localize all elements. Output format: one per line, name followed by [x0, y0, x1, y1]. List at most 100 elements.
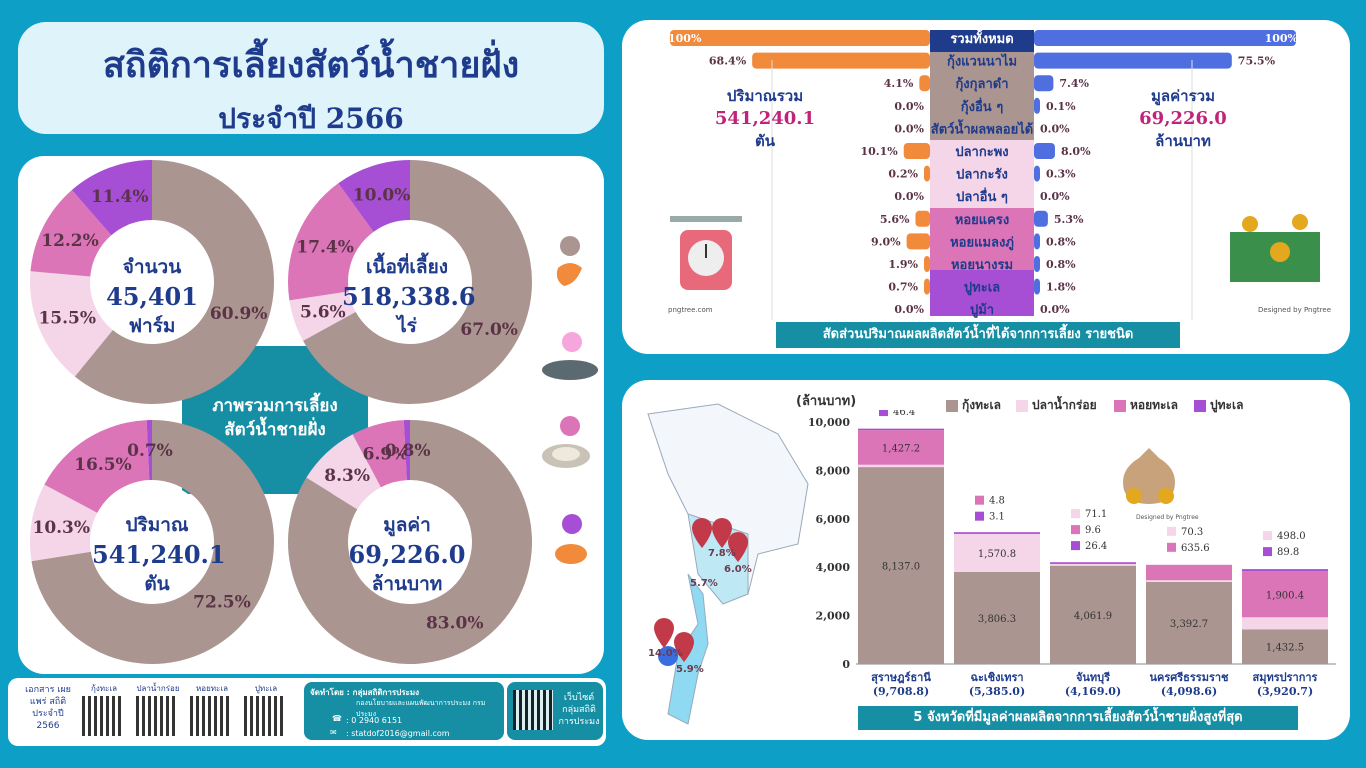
- email-icon: ✉: [330, 728, 337, 737]
- stack-label: 71.1: [1085, 509, 1107, 520]
- province-label: นครศรีธรรมราช: [1149, 671, 1229, 684]
- donut-title-count: จำนวน: [122, 256, 182, 278]
- scale-icon: [666, 206, 746, 300]
- donut-unit-value: ล้านบาท: [371, 573, 443, 595]
- qr-code-shrimp[interactable]: [82, 696, 122, 736]
- stack-marker: [1167, 526, 1176, 536]
- email-address[interactable]: : statdof2016@gmail.com: [346, 729, 450, 738]
- bar-left-label: 68.4%: [709, 55, 747, 68]
- bar-left-label: 100%: [668, 32, 702, 45]
- category-band-total: [930, 30, 1034, 52]
- stack-label: 9.6: [1085, 525, 1101, 536]
- donut-center-count: จำนวน 45,401 ฟาร์ม: [102, 252, 202, 341]
- bar-left-ปูทะเล: [924, 278, 930, 295]
- category-label: กุ้งกุลาดำ: [955, 76, 1008, 92]
- bar-left-รวมทั้งหมด: [670, 30, 930, 46]
- legend-label: ปลาน้ำกร่อย: [1032, 398, 1097, 412]
- map-label: 6.0%: [724, 564, 752, 575]
- donut-slice-หอยทะเล: [44, 420, 150, 513]
- bar-right-label: 0.8%: [1046, 258, 1076, 271]
- stack-label: 70.3: [1181, 527, 1203, 538]
- bar-left-ปลากะพง: [903, 143, 930, 159]
- donut-slice-ปลาน้ำกร่อย: [306, 434, 381, 510]
- stack-label: 4,061.9: [1074, 611, 1112, 622]
- bar-left-label: 0.7%: [888, 281, 918, 294]
- donut-slice-label: 12.2%: [41, 231, 99, 251]
- province-total: (4,169.0): [1065, 685, 1121, 698]
- right-total-value: 69,226.0: [1139, 108, 1227, 129]
- bar-left-label: 0.0%: [894, 303, 924, 316]
- bar-left-กุ้งแวนนาไม: [752, 52, 930, 69]
- province-total: (4,098.6): [1161, 685, 1217, 698]
- y-tick-label: 10,000: [808, 416, 850, 429]
- y-tick-label: 6,000: [816, 513, 851, 526]
- bar-left-label: 1.9%: [888, 258, 918, 271]
- category-label: หอยแครง: [955, 213, 1009, 228]
- stack-marker: [975, 511, 984, 521]
- stack-seg-ปลาน้ำกร่อย: [1242, 617, 1328, 630]
- province-stacked-chart: 10,000 8,000 6,000 4,000 2,000 0 8,137.0 1,427.…: [808, 410, 1336, 698]
- qr-code-website[interactable]: [513, 690, 553, 730]
- stack-label: 1,427.2: [882, 443, 920, 454]
- bar-left-หอยแครง: [915, 210, 930, 227]
- donut-value-count: 45,401: [106, 282, 198, 311]
- designed-note-1: Designed by Pngtree: [1258, 306, 1332, 314]
- map-pin-icon: [726, 532, 750, 568]
- bar-right-label: 5.3%: [1054, 213, 1084, 226]
- y-axis-label: (ล้านบาท): [796, 394, 857, 409]
- stack-label: 1,570.8: [978, 549, 1016, 560]
- bar-left-label: 5.6%: [880, 213, 910, 226]
- legend-crab: ปูทะเล: [1194, 396, 1243, 415]
- donut-slice-หอยทะเล: [352, 420, 407, 488]
- donut-slice-label: 5.6%: [300, 303, 346, 323]
- donut-slice-หอยทะเล: [288, 183, 374, 301]
- donut-charts: 60.9% 15.5% 12.2% 11.4% 67.0% 5.6% 17.4% 10.0% 7…: [30, 160, 532, 664]
- qr-code-shell[interactable]: [190, 696, 230, 736]
- website-label: เว็บไซต์ กลุ่มสถิติ การประมง: [558, 693, 600, 727]
- province-total: (3,920.7): [1257, 685, 1313, 698]
- bar-right-label: 0.3%: [1046, 168, 1076, 181]
- stack-seg-หอยทะเล: [1242, 571, 1328, 618]
- legend-shell: หอยทะเล: [1114, 396, 1178, 415]
- stack-marker: [1263, 547, 1272, 557]
- qr-code-fish[interactable]: [136, 696, 176, 736]
- donut-hole: [350, 222, 470, 342]
- prepared-by: จัดทำโดย : กลุ่มสถิติการประมง: [310, 688, 420, 697]
- stack-label: 89.8: [1277, 547, 1299, 558]
- stack-label: 26.4: [1085, 541, 1107, 552]
- donut-slice-กุ้งทะเล: [288, 420, 532, 664]
- website-box[interactable]: เว็บไซต์ กลุ่มสถิติ การประมง: [507, 682, 603, 740]
- stack-seg-ปูทะเล: [858, 428, 944, 431]
- species-butterfly-chart: รวมทั้งหมด 100% 100% กุ้งแวนนาไม 68.4% 75.5% ก…: [668, 28, 1299, 320]
- stack-seg-กุ้งทะเล: [1146, 581, 1232, 664]
- bar-left-label: 0.0%: [894, 122, 924, 135]
- bar-left-ปลากะรัง: [924, 165, 930, 182]
- category-label: ปลาอื่น ๆ: [956, 187, 1008, 205]
- donut-value-quantity: 541,240.1: [92, 540, 226, 569]
- bar-right-label: 100%: [1265, 32, 1299, 45]
- bar-left-หอยนางรม: [924, 256, 930, 272]
- bar-right-label: 0.0%: [1040, 303, 1070, 316]
- qr-code-crab[interactable]: [244, 696, 284, 736]
- province-caption: 5 จังหวัดที่มีมูลค่าผลผลิตจากการเลี้ยงสั…: [858, 706, 1298, 730]
- overview-label-line1: ภาพรวมการเลี้ยง: [212, 396, 338, 416]
- bar-right-กุ้งกุลาดำ: [1034, 75, 1054, 92]
- bar-left-หอยแมลงภู่: [906, 233, 930, 250]
- stack-marker: [975, 495, 984, 505]
- qr-label-shell: หอยทะเล: [196, 684, 228, 693]
- category-label: ปูม้า: [970, 302, 994, 318]
- map-pin-icon: [652, 618, 702, 666]
- left-total-unit: ตัน: [755, 132, 775, 150]
- donut-slice-ปลาน้ำกร่อย: [289, 291, 356, 341]
- donut-title-quantity: ปริมาณ: [125, 514, 189, 536]
- stack-label: 8,137.0: [882, 562, 920, 573]
- donut-unit-quantity: ตัน: [144, 573, 170, 595]
- bar-left-กุ้งกุลาดำ: [919, 75, 930, 92]
- stack-label: 3,806.3: [978, 614, 1016, 625]
- legend-label: กุ้งทะเล: [962, 398, 1001, 412]
- stack-seg-ปลาน้ำกร่อย: [1050, 563, 1136, 566]
- stack-seg-กุ้งทะเล: [858, 467, 944, 664]
- donut-unit-count: ฟาร์ม: [128, 315, 176, 337]
- qr-label-shrimp: กุ้งทะเล: [91, 684, 117, 693]
- bar-right-ปลากะพง: [1034, 143, 1055, 159]
